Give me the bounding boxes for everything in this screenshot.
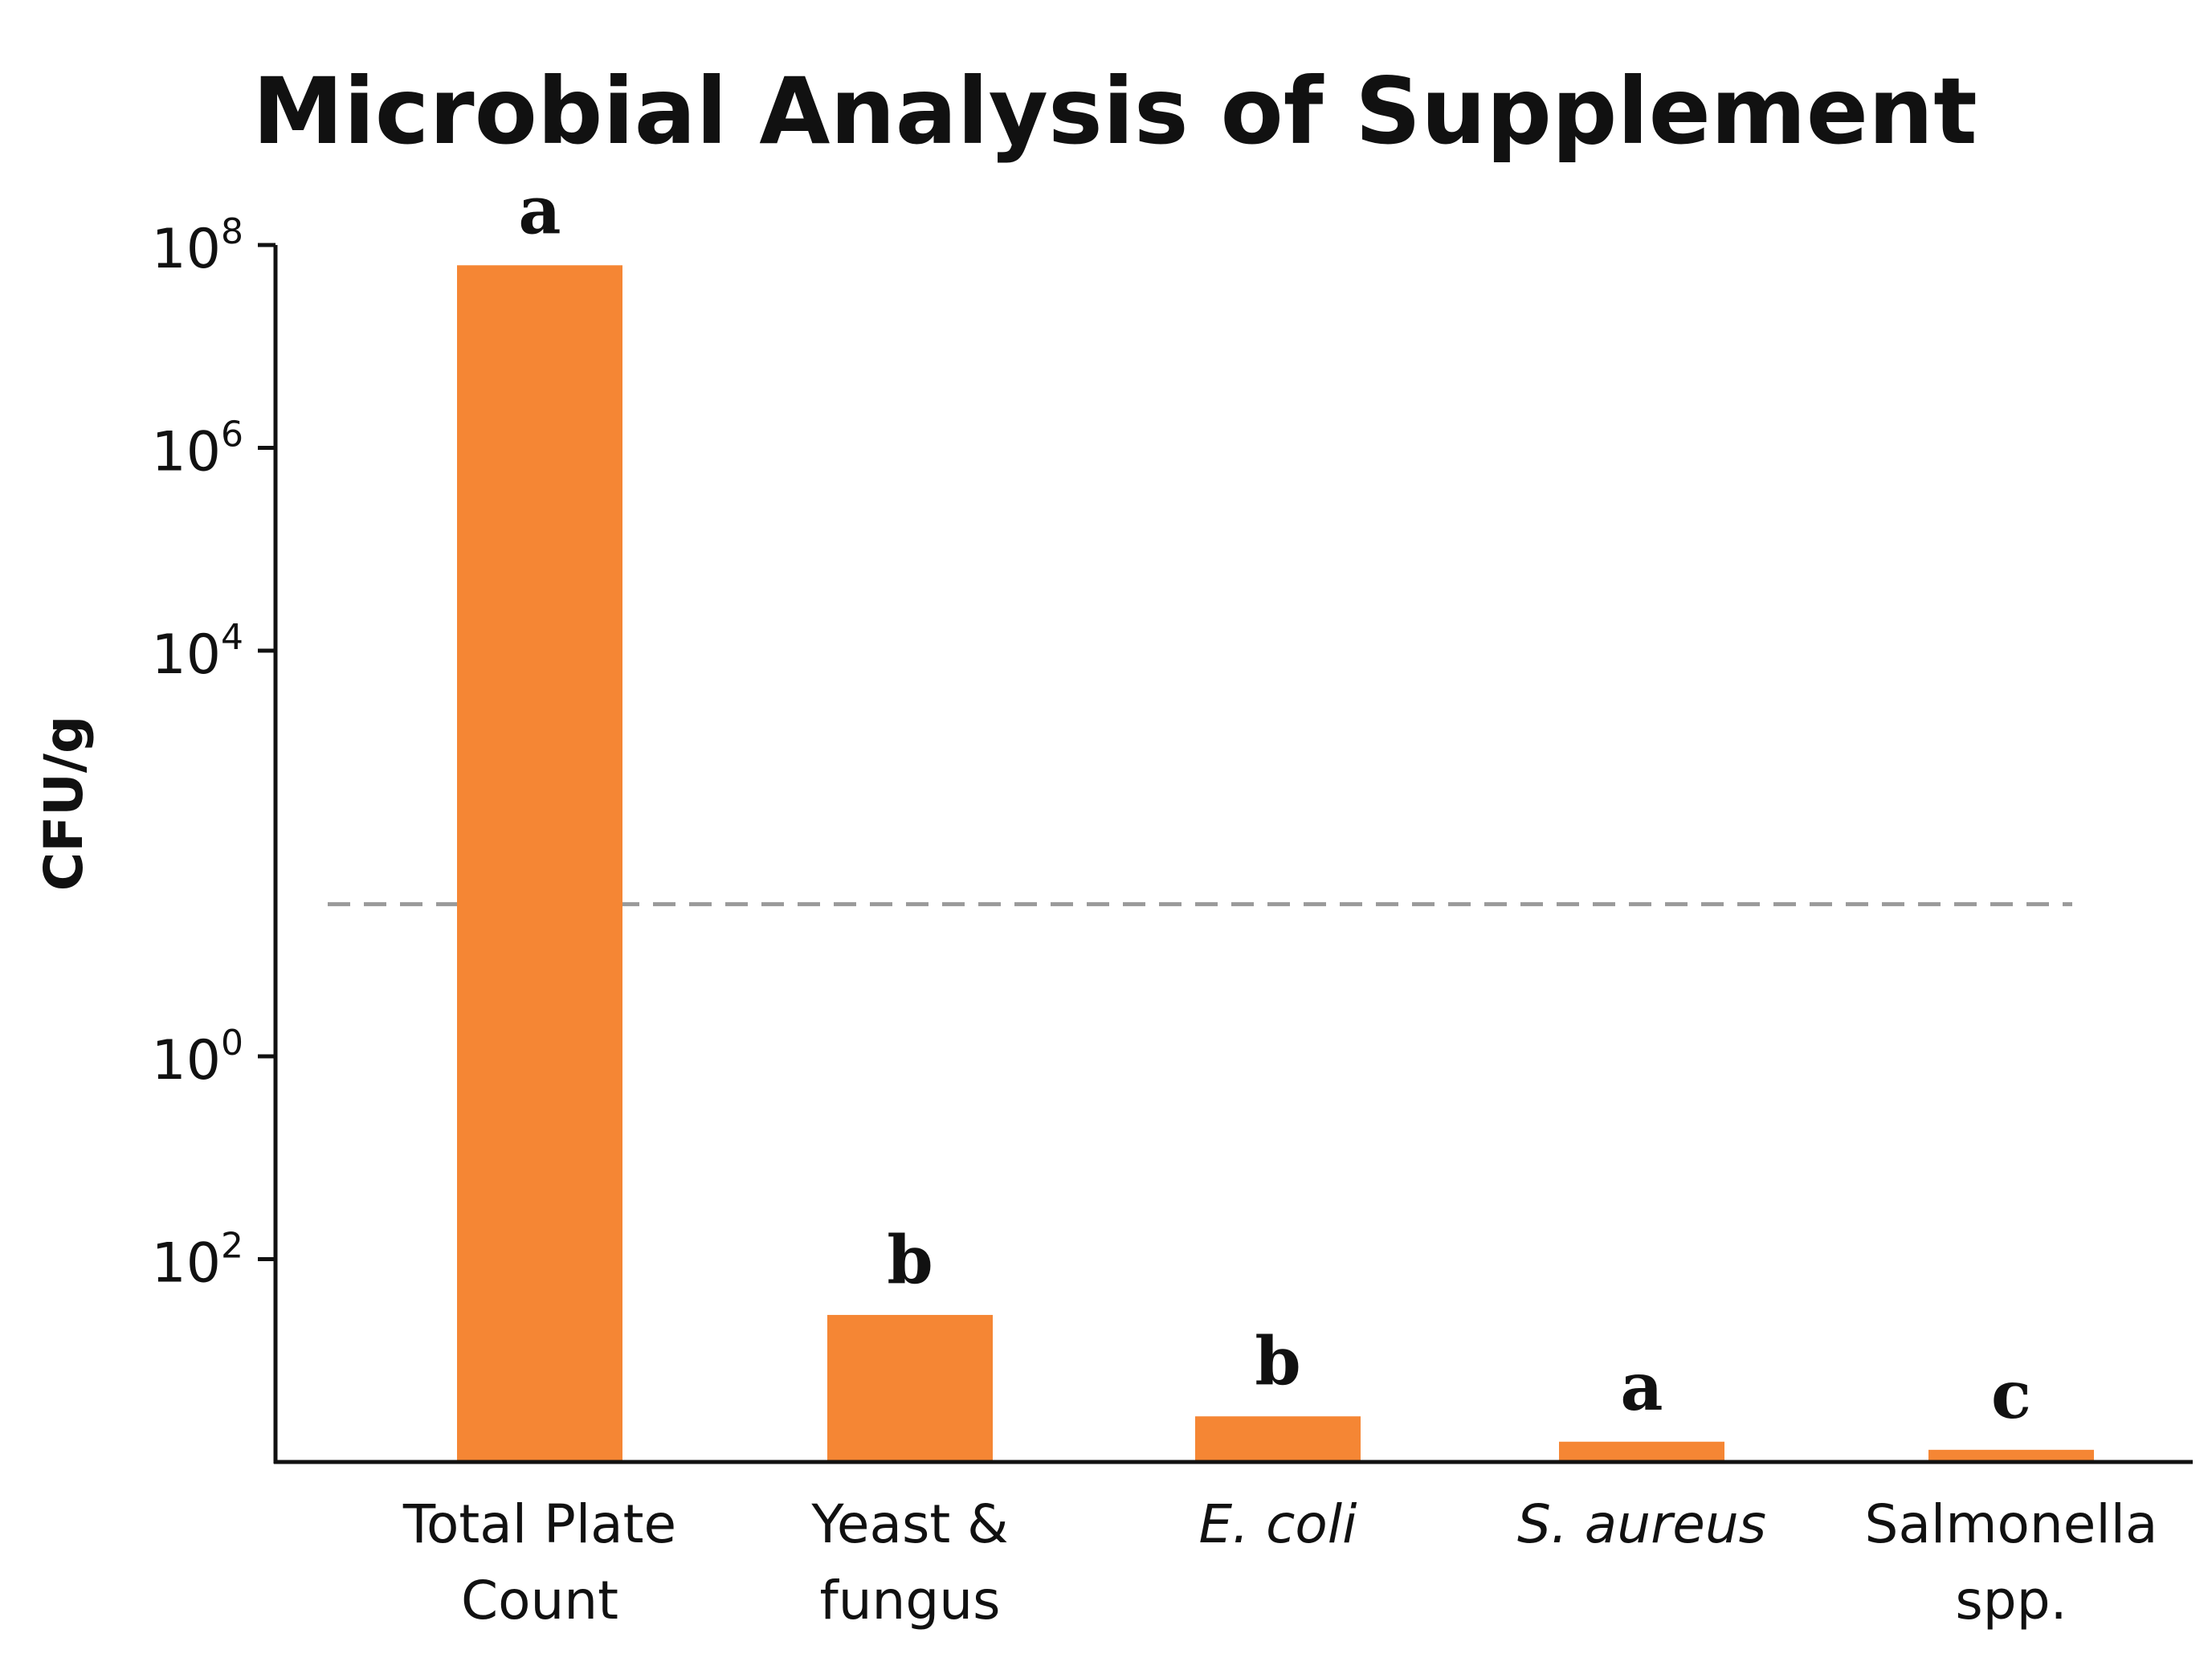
category-label-4: S. aureus	[1517, 1493, 1766, 1555]
y-tick-label-2: 106	[151, 414, 243, 484]
significance-label-1: a	[518, 172, 561, 249]
y-tick-label-base: 10	[151, 421, 221, 484]
y-tick-label-base: 10	[151, 1232, 221, 1296]
bar-2	[827, 1314, 993, 1462]
category-label-1: Total Plate	[402, 1493, 676, 1555]
category-label-5: spp.	[1955, 1570, 2067, 1631]
y-tick-label-base: 10	[151, 218, 221, 281]
y-tick-label-base: 10	[151, 623, 221, 687]
bar-5	[1928, 1449, 2094, 1462]
significance-label-5: c	[1991, 1357, 2031, 1434]
category-label-2: Yeast &	[810, 1493, 1008, 1555]
bar-3	[1195, 1416, 1361, 1462]
category-label-2: fungus	[819, 1570, 1000, 1631]
bar-4	[1559, 1441, 1724, 1462]
significance-label-4: a	[1620, 1349, 1663, 1426]
y-tick-label-1: 108	[151, 211, 243, 281]
y-tick-label-5: 102	[151, 1226, 243, 1296]
y-tick-label-exponent: 2	[221, 1226, 243, 1267]
y-tick-label-exponent: 8	[221, 211, 243, 252]
y-tick-label-exponent: 0	[221, 1023, 243, 1064]
y-tick-label-exponent: 6	[221, 414, 243, 455]
significance-label-3: b	[1255, 1323, 1300, 1400]
chart-title: Microbial Analysis of Supplement	[252, 58, 1977, 165]
y-tick-label-3: 104	[151, 617, 243, 687]
category-label-5: Salmonella	[1865, 1493, 2158, 1555]
category-label-1: Count	[461, 1570, 618, 1631]
bar-1	[457, 265, 622, 1462]
y-tick-label-4: 100	[151, 1023, 243, 1092]
category-label-3: E. coli	[1198, 1493, 1357, 1555]
y-tick-label-base: 10	[151, 1029, 221, 1092]
significance-label-2: b	[887, 1222, 933, 1299]
y-axis-label: CFU/g	[33, 716, 95, 891]
y-tick-label-exponent: 4	[221, 617, 243, 658]
